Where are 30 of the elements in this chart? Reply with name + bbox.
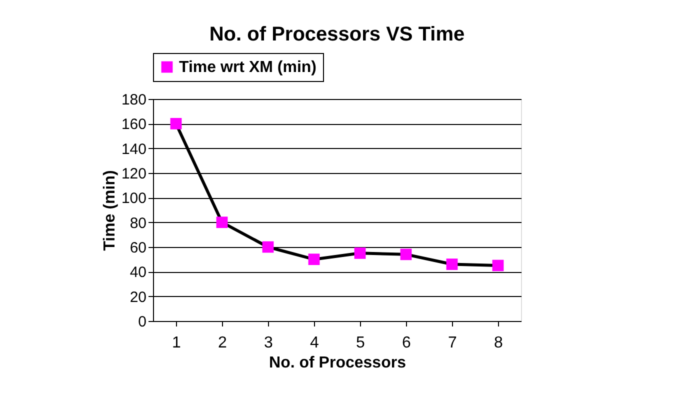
y-tick-label: 20	[130, 288, 146, 306]
y-tick-label: 80	[130, 214, 146, 232]
y-tick-label: 0	[138, 314, 146, 330]
point	[170, 118, 182, 130]
legend-label: Time wrt XM (min)	[179, 59, 316, 76]
chart-title: No. of Processors VS Time	[209, 24, 465, 46]
y-tick-label: 40	[130, 264, 146, 282]
point	[492, 260, 504, 272]
x-tick-label: 1	[172, 334, 182, 352]
x-axis-title: No. of Processors	[269, 354, 406, 372]
x-tick-label: 4	[310, 334, 320, 352]
x-tick-label: 7	[448, 334, 458, 352]
x-tick-label: 2	[218, 334, 228, 352]
point	[354, 247, 366, 259]
point	[400, 248, 412, 260]
x-tick-label: 3	[264, 334, 274, 352]
y-tick-label: 120	[121, 166, 146, 182]
y-axis-title: Time (min)	[101, 170, 118, 251]
x-tick-label: 6	[402, 334, 412, 352]
y-tick-label: 180	[121, 92, 146, 108]
x-tick-label: 5	[356, 334, 366, 352]
point	[262, 241, 274, 253]
y-tick-label: 160	[121, 116, 146, 134]
point	[216, 216, 228, 228]
y-tick-label: 140	[121, 140, 146, 158]
point	[446, 258, 458, 270]
x-tick-label: 8	[494, 334, 504, 352]
y-tick-label: 60	[130, 240, 146, 256]
point	[308, 254, 320, 266]
y-tick-label: 100	[121, 190, 146, 208]
